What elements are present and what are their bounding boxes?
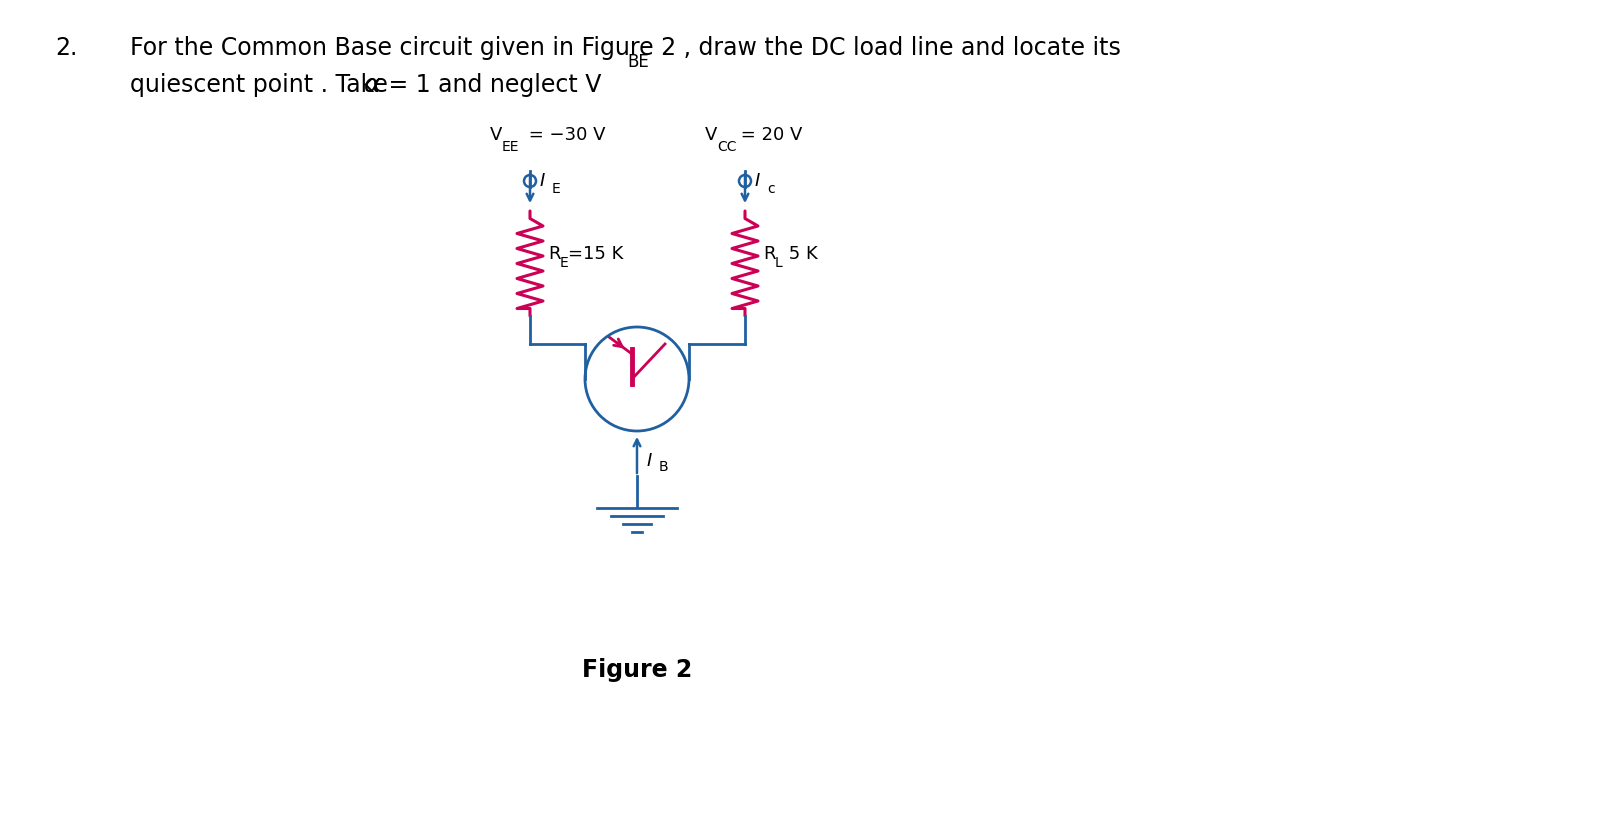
Text: = 20 V: = 20 V (735, 126, 803, 144)
Text: 2.: 2. (55, 36, 78, 60)
Text: α: α (362, 73, 380, 97)
Text: = 1 and neglect V: = 1 and neglect V (380, 73, 602, 97)
Text: For the Common Base circuit given in Figure 2 , draw the DC load line and locate: For the Common Base circuit given in Fig… (129, 36, 1121, 60)
Text: CC: CC (717, 140, 736, 154)
Text: I: I (647, 452, 652, 470)
Text: E: E (560, 256, 570, 270)
Text: R: R (764, 245, 775, 263)
Text: Figure 2: Figure 2 (582, 658, 693, 682)
Text: = −30 V: = −30 V (523, 126, 605, 144)
Text: L: L (775, 256, 783, 270)
Text: =15 K: =15 K (568, 245, 623, 263)
Text: B: B (659, 460, 668, 474)
Text: I: I (540, 172, 545, 190)
Text: I: I (756, 172, 760, 190)
Text: BE: BE (628, 53, 649, 71)
Text: R: R (549, 245, 560, 263)
Text: E: E (552, 182, 561, 196)
Text: c: c (767, 182, 775, 196)
Text: EE: EE (502, 140, 519, 154)
Text: V: V (490, 126, 502, 144)
Text: 5 K: 5 K (783, 245, 817, 263)
Text: V: V (705, 126, 717, 144)
Text: quiescent point . Take: quiescent point . Take (129, 73, 403, 97)
